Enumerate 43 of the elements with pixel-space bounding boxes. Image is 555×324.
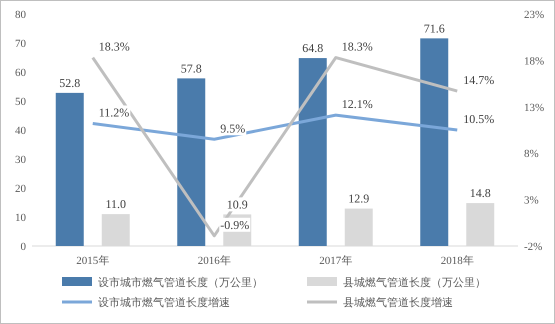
bar — [177, 78, 206, 246]
data-label: 12.1% — [342, 97, 373, 112]
y-tick-label: 70 — [15, 38, 26, 50]
data-label: 11.2% — [98, 106, 130, 120]
x-tick-label: 2017年 — [319, 255, 352, 267]
data-label: 11.0 — [105, 197, 126, 212]
x-tick-label: 2018年 — [440, 255, 474, 267]
data-label: 52.8 — [59, 76, 80, 90]
y-tick-label: 0 — [20, 241, 26, 253]
y-tick-label: 50 — [15, 96, 26, 108]
data-label: 10.9 — [226, 197, 248, 212]
data-label: 71.6 — [424, 21, 445, 36]
y-tick-label: 80 — [15, 9, 26, 21]
bar — [420, 38, 448, 246]
data-label: 12.9 — [348, 192, 370, 206]
y-tick-label: 60 — [15, 67, 26, 79]
data-label: 57.8 — [180, 61, 202, 76]
data-label: 9.5% — [220, 121, 246, 136]
y2-tick-label: 13% — [524, 102, 544, 114]
bar — [56, 92, 84, 246]
y-tick-label: 40 — [15, 125, 26, 137]
data-label: 14.7% — [463, 73, 494, 88]
y-tick-label: 10 — [15, 212, 26, 224]
data-label: -0.9% — [220, 218, 250, 232]
bar — [298, 58, 327, 246]
legend-label: 县城燃气管道长度（万公里） — [343, 276, 486, 289]
legend-label: 设市城市燃气管道长度增速 — [98, 296, 230, 309]
y-tick-label: 20 — [15, 183, 26, 195]
y2-tick-label: 3% — [524, 194, 539, 207]
data-label: 10.5% — [463, 112, 494, 126]
y2-tick-label: 8% — [524, 148, 539, 160]
x-tick-label: 2016年 — [198, 255, 231, 267]
y-tick-label: 30 — [15, 154, 26, 166]
y2-tick-label: 18% — [524, 55, 544, 68]
y2-tick-label: -2% — [524, 241, 542, 253]
y2-tick-label: 23% — [524, 9, 544, 21]
data-label: 18.3% — [342, 40, 373, 54]
data-label: 18.3% — [98, 40, 130, 54]
legend-label: 县城燃气管道长度增速 — [343, 296, 453, 309]
legend-label: 设市城市燃气管道长度（万公里） — [98, 276, 263, 289]
data-label: 14.8 — [470, 186, 491, 200]
x-tick-label: 2015年 — [76, 255, 110, 267]
data-label: 64.8 — [302, 41, 324, 56]
